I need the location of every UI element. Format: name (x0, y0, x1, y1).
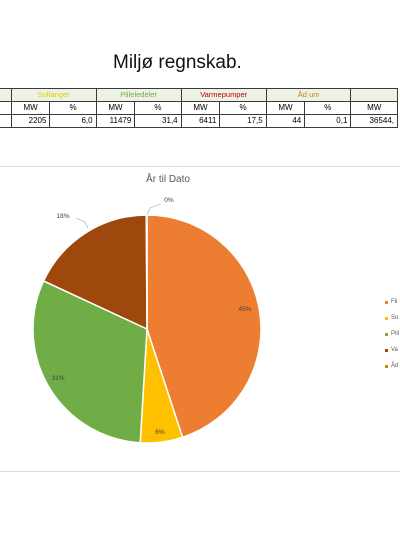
legend-item: So (385, 310, 399, 326)
value-cell: 36544, (350, 114, 398, 128)
legend-swatch (385, 300, 388, 304)
header-cell: % (134, 101, 182, 115)
leader-line-0pct (146, 203, 162, 216)
group-cell-solfanger: Solfanger (10, 88, 97, 102)
data-label-1: 6% (155, 429, 165, 436)
value-cell: 2205 (10, 114, 51, 128)
value-cell: 6,0 (49, 114, 97, 128)
legend-swatch (385, 364, 388, 368)
value-cell: 44 (265, 114, 306, 128)
header-cell: % (219, 101, 267, 115)
group-cell-adum: Åd um (265, 88, 352, 102)
chart-frame (0, 166, 400, 472)
data-label-3: 18% (56, 213, 69, 220)
group-label: Åd um (297, 90, 320, 99)
group-cell-total (350, 88, 398, 102)
data-label-2: 31% (51, 375, 64, 382)
value-cell: 6411 (180, 114, 221, 128)
chart-title: År til Dato (146, 174, 190, 185)
page-title: Miljø regnskab. (113, 52, 242, 73)
summary-table: Solfanger Pilleledeler Varmepumper Åd um… (0, 88, 398, 128)
group-cell-varmepumper: Varmepumper (180, 88, 267, 102)
group-label: Solfanger (37, 90, 70, 99)
table-value-row: 2205 6,0 11479 31,4 6411 17,5 44 0,1 365… (0, 114, 398, 128)
value-cell: 17,5 (219, 114, 267, 128)
group-label: Pilleledeler (120, 90, 157, 99)
legend-swatch (385, 316, 388, 320)
legend-swatch (385, 332, 388, 336)
legend-item: Fli (385, 294, 399, 310)
pie-slice-0 (146, 214, 262, 439)
pie-slice-4 (145, 214, 148, 330)
legend-item: Pill (385, 326, 399, 342)
group-label: Varmepumper (200, 90, 248, 99)
legend-swatch (385, 348, 388, 352)
pie-slice-3 (42, 214, 148, 331)
data-label-0: 45% (238, 306, 251, 313)
header-cell: % (304, 101, 352, 115)
header-cell: MW (265, 101, 306, 115)
leader-line-18pct (75, 217, 89, 229)
value-cell: 0,1 (304, 114, 352, 128)
legend-label: So (391, 315, 399, 321)
legend-item: Va (385, 342, 399, 358)
legend-label: Åd (391, 363, 399, 369)
legend-label: Va (391, 347, 398, 353)
value-cell: 31,4 (134, 114, 182, 128)
group-cell-pillefyr: Pilleledeler (95, 88, 182, 102)
legend-label: Fli (391, 299, 398, 305)
legend-label: Pill (391, 331, 400, 337)
header-cell: MW (95, 101, 136, 115)
header-cell: % (49, 101, 97, 115)
chart-legend: Fli So Pill Va Åd (385, 294, 399, 374)
data-label-4: 0% (164, 197, 174, 204)
legend-item: Åd (385, 358, 399, 374)
pie-slice-2 (32, 279, 148, 444)
value-cell: 11479 (95, 114, 136, 128)
table-group-row: Solfanger Pilleledeler Varmepumper Åd um (0, 88, 398, 102)
table-header-row: MW % MW % MW % MW % MW (0, 101, 398, 115)
